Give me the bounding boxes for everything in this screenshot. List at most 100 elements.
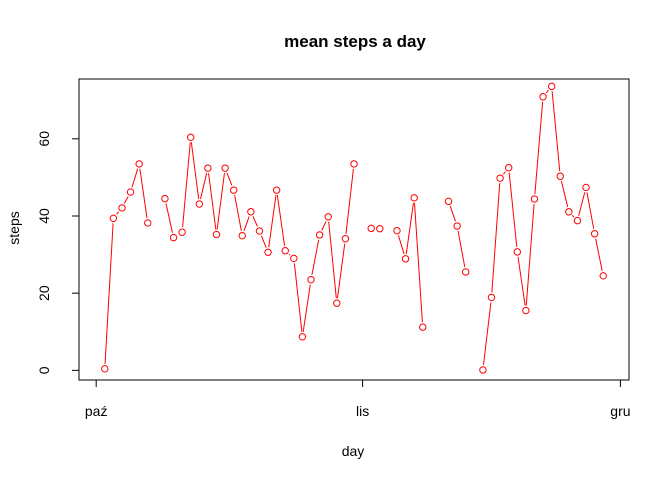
data-point [376,225,384,233]
data-point [238,231,246,240]
series-segment [293,263,303,332]
x-tick-label: gru [610,403,630,419]
series-segment [491,183,501,293]
series-segment [482,302,492,366]
series-segment [534,101,544,195]
y-tick-label: 0 [36,366,52,374]
data-point [126,188,135,196]
series-segment [508,172,518,247]
data-point [556,172,564,180]
data-point [367,224,375,233]
data-point [487,293,496,302]
series-segment [405,202,414,254]
series-segment [190,142,200,200]
series-segment [288,253,291,256]
data-point [401,255,410,263]
series-segment [116,211,120,215]
data-point [135,160,143,168]
y-axis: 0 20 40 60 [36,131,80,374]
data-point [350,160,358,168]
data-point [341,235,350,243]
series-segment [311,239,320,275]
data-point [547,82,556,91]
data-point [169,233,178,242]
data-point [462,268,470,276]
data-point [272,186,281,194]
data-point [161,194,169,203]
data-point [333,299,341,307]
series-segment [571,214,575,218]
data-point [530,195,539,203]
data-point [419,323,427,331]
series-segment [545,89,549,94]
data-point [178,228,186,236]
data-point [212,230,221,239]
y-tick-label: 20 [36,285,52,301]
data-point [393,226,401,235]
series-segment [457,230,466,268]
series-segment [104,223,114,364]
series-segment [165,203,173,233]
series-segment [302,284,311,332]
series-segment [336,243,346,299]
data-point [195,200,204,208]
series-segment [268,195,277,248]
series-segment [243,216,250,232]
y-tick-label: 60 [36,131,52,147]
series-segment [252,216,258,227]
data-point [204,164,212,172]
series-segment [321,221,327,231]
data-point [247,208,255,216]
data-point [496,174,504,182]
series-segment [123,196,129,204]
data-point [522,306,530,315]
data-point [101,365,109,373]
series-segment [551,91,561,172]
series-segment [502,171,506,175]
series-segment [199,172,208,200]
data-point [298,333,307,341]
data-point [504,164,513,172]
series-segment [517,256,526,306]
data-point [479,366,487,374]
x-axis: paź lis gru [85,379,631,419]
series-segment [525,203,535,306]
data-point [599,272,607,280]
data-point [281,247,289,255]
series-segment [328,221,337,299]
data-point [255,227,264,235]
series-segment [216,173,225,230]
series-group [101,82,607,374]
data-point [221,164,229,172]
data-point [290,254,298,263]
series-segment [413,202,423,323]
series-segment [586,192,595,229]
data-point [315,231,324,239]
data-point [513,248,521,256]
series-segment [208,173,217,230]
series-segment [182,142,191,228]
plot-frame [78,78,630,381]
data-point [453,222,461,230]
y-tick-label: 40 [36,208,52,224]
data-point [565,208,573,216]
data-point [444,197,453,206]
series-segment [234,194,242,231]
data-point [109,214,118,223]
data-point [144,219,152,227]
data-point [229,186,238,194]
series-segment [139,168,148,219]
data-point [539,93,547,101]
data-point [582,183,590,192]
series-segment [578,192,586,216]
data-point [307,275,315,284]
series-segment [226,172,233,186]
data-point [187,133,195,141]
series-segment [449,205,456,222]
x-tick-label: lis [356,403,369,419]
y-axis-label: steps [6,211,22,244]
data-point [410,194,418,202]
x-axis-label: day [342,443,365,459]
data-point [118,204,126,212]
